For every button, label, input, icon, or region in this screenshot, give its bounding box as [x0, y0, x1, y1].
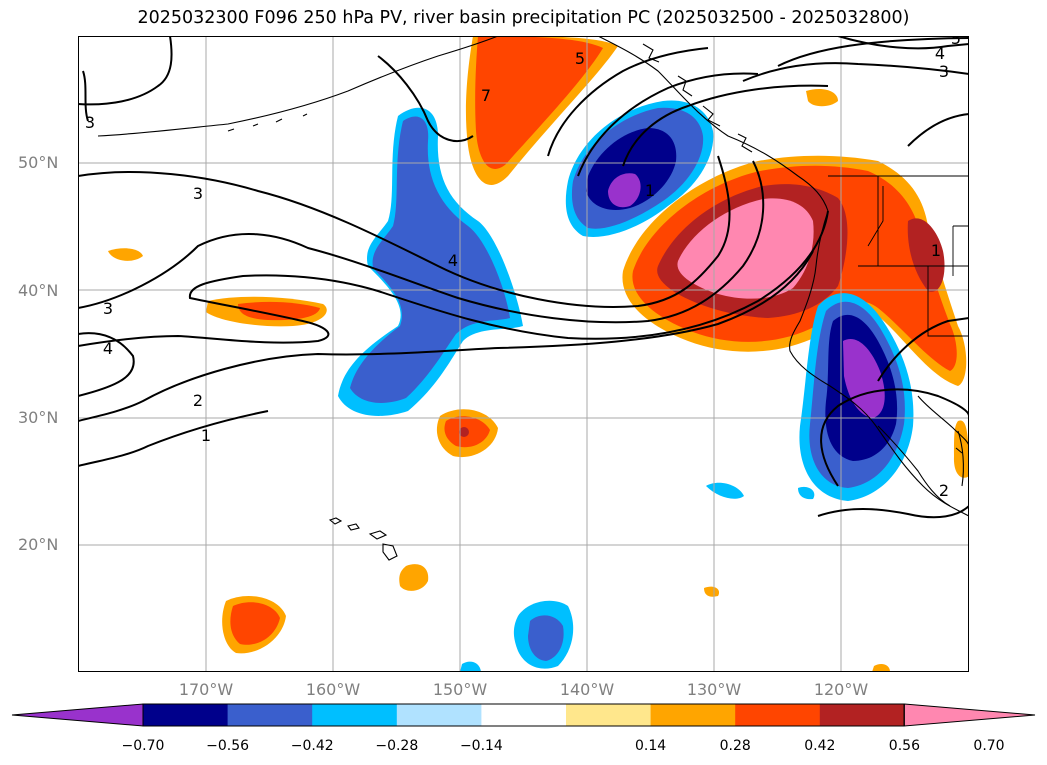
contour-label: 1 — [931, 241, 941, 260]
colorbar-tick-label: 0.70 — [973, 738, 1005, 754]
pv-contours — [77, 35, 970, 519]
contour-label: 5 — [951, 36, 961, 48]
contour-label: 1 — [645, 181, 655, 200]
lat-label-30n: 30°N — [18, 408, 59, 427]
colorbar-tick-label: −0.56 — [206, 738, 250, 754]
precip-positive-gulf — [465, 36, 618, 185]
coastlines — [97, 35, 970, 561]
colorbar-segment — [396, 704, 482, 726]
contour-label: 3 — [193, 184, 203, 203]
lat-label-40n: 40°N — [18, 281, 59, 300]
colorbar-segment — [735, 704, 821, 726]
colorbar-segment — [481, 704, 567, 726]
map-panel: 3 4 3 4 2 1 7 5 4 3 5 1 2 1 3 — [77, 29, 970, 672]
contour-label: 2 — [193, 391, 203, 410]
map-canvas: 3 4 3 4 2 1 7 5 4 3 5 1 2 1 3 — [77, 29, 970, 672]
contour-label: 3 — [939, 62, 949, 81]
contour-label: 4 — [935, 44, 945, 63]
colorbar-segment — [227, 704, 313, 726]
colorbar-segment — [143, 704, 229, 726]
lat-label-20n: 20°N — [18, 535, 59, 554]
colorbar-tick-label: 0.28 — [719, 738, 751, 754]
contour-label: 2 — [939, 481, 949, 500]
colorbar-tick-label: −0.14 — [459, 738, 503, 754]
colorbar-tick-label: −0.42 — [290, 738, 334, 754]
contour-label-layer: 3 4 3 4 2 1 7 5 4 3 5 1 2 1 3 — [85, 29, 961, 500]
contour-label: 5 — [575, 49, 585, 68]
contour-label: 4 — [448, 251, 458, 270]
colorbar — [11, 703, 1036, 727]
contour-label: 1 — [201, 426, 211, 445]
contour-label: 3 — [85, 113, 95, 132]
colorbar-segment — [566, 704, 652, 726]
colorbar-tick-label: −0.28 — [375, 738, 419, 754]
graticule — [78, 36, 969, 672]
lon-label-170w: 170°W — [178, 680, 234, 699]
map-title: 2025032300 F096 250 hPa PV, river basin … — [137, 8, 910, 28]
precip-negative-gulf — [565, 100, 714, 237]
precip-negative-baja — [799, 293, 914, 501]
colorbar-extend-high — [903, 703, 1036, 727]
lon-label-140w: 140°W — [559, 680, 615, 699]
colorbar-tick-label: −0.70 — [121, 738, 165, 754]
colorbar-segment — [819, 704, 905, 726]
lon-label-130w: 130°W — [686, 680, 742, 699]
lat-label-50n: 50°N — [18, 153, 59, 172]
lon-label-120w: 120°W — [813, 680, 869, 699]
lon-label-150w: 150°W — [432, 680, 488, 699]
contour-label: 3 — [103, 299, 113, 318]
colorbar-tick-label: 0.42 — [804, 738, 836, 754]
contour-label: 4 — [103, 339, 113, 358]
contour-label: 7 — [481, 86, 491, 105]
precip-positive-small — [108, 89, 969, 672]
colorbar-tick-label: 0.56 — [888, 738, 920, 754]
colorbar-tick-label: 0.14 — [635, 738, 667, 754]
precip-negative-small — [460, 482, 815, 672]
colorbar-segment — [650, 704, 736, 726]
colorbar-extend-low — [11, 703, 144, 727]
lon-label-160w: 160°W — [305, 680, 361, 699]
colorbar-segment — [312, 704, 398, 726]
